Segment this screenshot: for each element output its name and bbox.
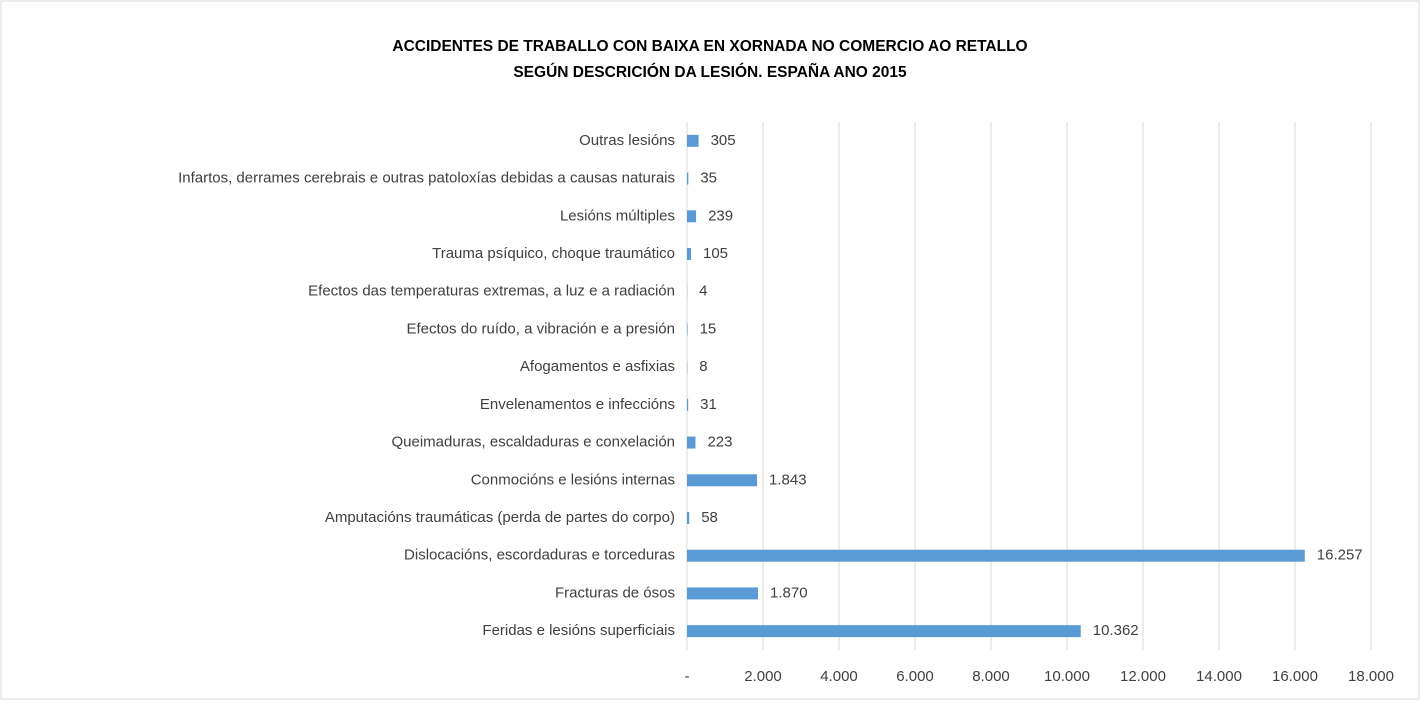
bar [687,474,757,486]
x-tick-label: 10.000 [1044,668,1090,685]
bar [687,437,695,449]
bar [687,550,1305,562]
x-tick-label: 12.000 [1120,668,1166,685]
data-label: 58 [701,509,718,526]
bar [687,210,696,222]
chart-subtitle: SEGÚN DESCRICIÓN DA LESIÓN. ESPAÑA ANO 2… [513,63,907,81]
y-tick-label: Conmocións e lesións internas [471,471,675,488]
y-tick-label: Dislocacións, escordaduras e torceduras [404,547,675,564]
chart-title: ACCIDENTES DE TRABALLO CON BAIXA EN XORN… [392,38,1027,55]
y-tick-label: Efectos do ruído, a vibración e a presió… [407,320,676,337]
data-label: 105 [703,245,728,262]
bar [687,512,689,524]
bar [687,399,688,411]
data-label: 1.843 [769,471,807,488]
x-tick-label: 8.000 [972,668,1010,685]
data-label: 15 [700,320,717,337]
data-label: 16.257 [1317,547,1363,564]
data-label: 305 [711,132,736,149]
y-tick-label: Lesións múltiples [560,207,675,224]
x-tick-label: 4.000 [820,668,858,685]
x-tick-label: 18.000 [1348,668,1394,685]
y-tick-label: Efectos das temperaturas extremas, a luz… [308,283,675,300]
x-tick-label: 2.000 [744,668,782,685]
data-label: 35 [700,170,717,187]
y-tick-label: Fracturas de ósos [555,584,675,601]
y-tick-label: Feridas e lesións superficiais [482,622,675,639]
y-tick-label: Outras lesións [579,132,675,149]
bar [687,323,688,335]
y-tick-label: Afogamentos e asfixias [520,358,675,375]
bar [687,135,699,147]
x-tick-label: - [685,668,690,685]
data-label: 8 [699,358,707,375]
data-label: 239 [708,207,733,224]
bar [687,173,688,185]
bar [687,248,691,260]
x-tick-label: 16.000 [1272,668,1318,685]
y-tick-label: Queimaduras, escaldaduras e conxelación [392,434,676,451]
x-tick-label: 14.000 [1196,668,1242,685]
y-tick-label: Envelenamentos e infeccións [480,396,675,413]
x-tick-label: 6.000 [896,668,934,685]
data-label: 223 [707,434,732,451]
data-label: 10.362 [1093,622,1139,639]
data-label: 31 [700,396,717,413]
bar [687,587,758,599]
data-label: 4 [699,283,707,300]
data-label: 1.870 [770,584,808,601]
bar [687,625,1081,637]
y-tick-label: Amputacións traumáticas (perda de partes… [325,509,675,526]
y-tick-label: Infartos, derrames cerebrais e outras pa… [178,170,675,187]
y-tick-label: Trauma psíquico, choque traumático [432,245,675,262]
